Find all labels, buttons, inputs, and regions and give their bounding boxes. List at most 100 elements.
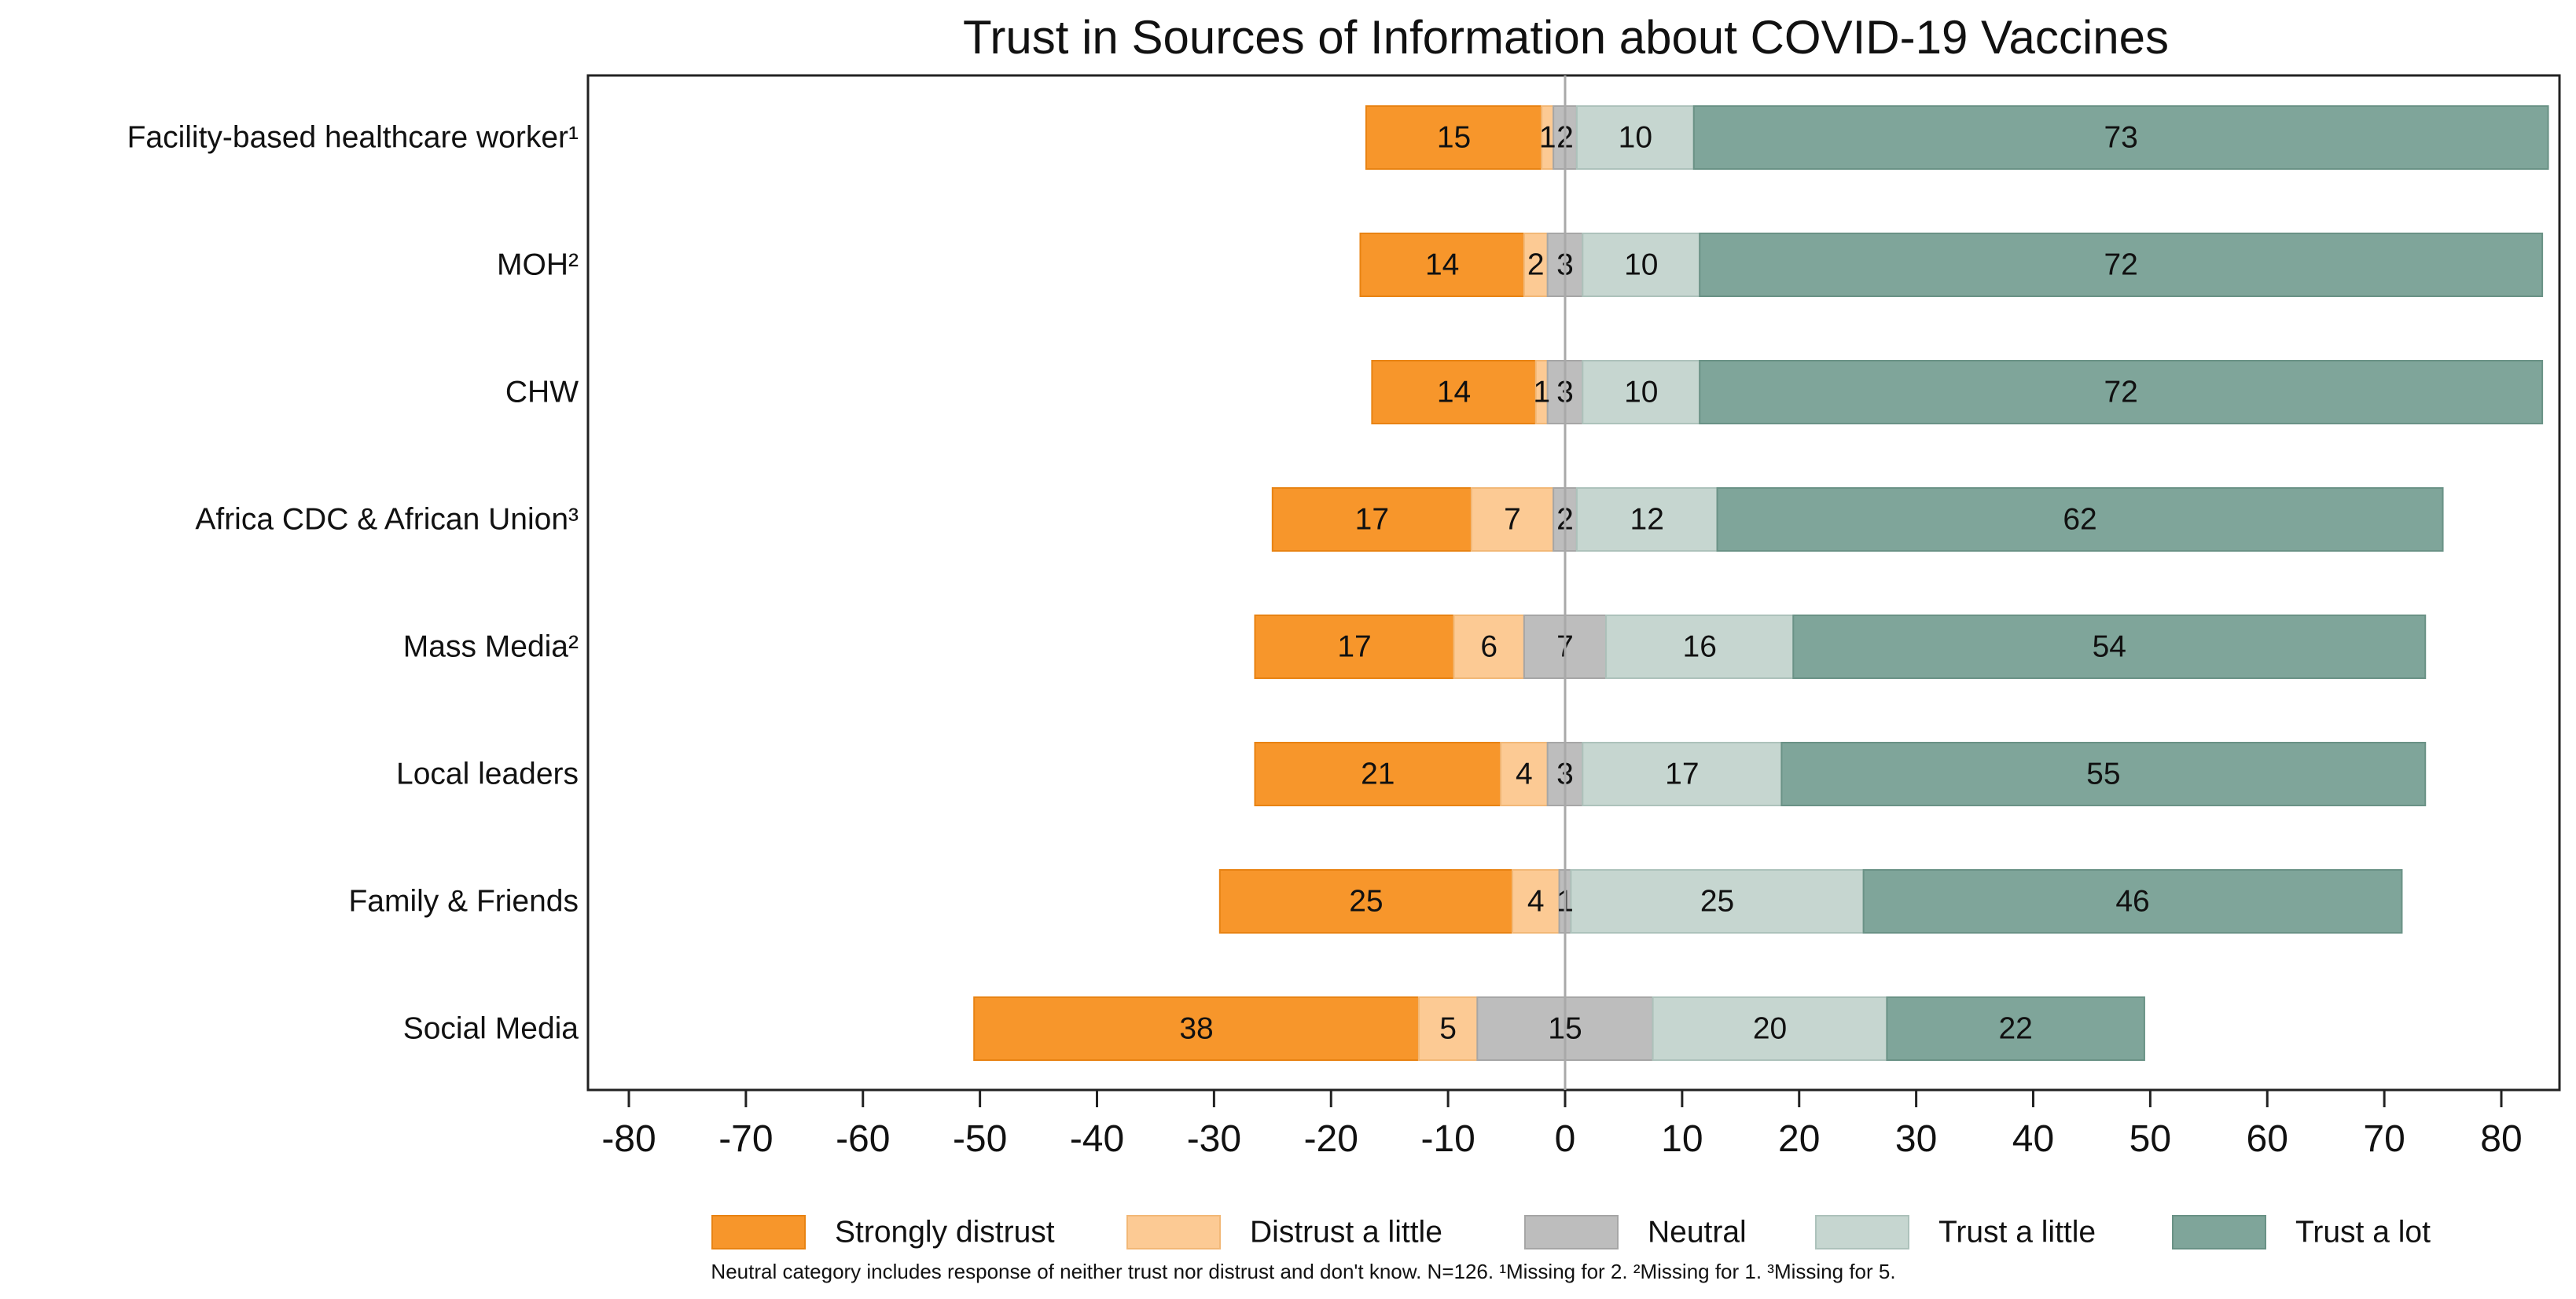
data-label-mass-media-strongly-distrust: 17 — [1337, 630, 1371, 664]
bar-chw-trust-a-little — [1582, 360, 1701, 424]
data-label-mass-media-distrust-a-little: 6 — [1480, 630, 1497, 664]
bar-social-media-distrust-a-little — [1417, 996, 1479, 1061]
category-label-chw: CHW — [505, 376, 579, 409]
data-label-chw-trust-a-lot: 72 — [2104, 376, 2137, 409]
bar-mass-media-strongly-distrust — [1254, 615, 1455, 679]
bar-social-media-strongly-distrust — [973, 996, 1420, 1061]
bar-chw-strongly-distrust — [1371, 360, 1537, 424]
legend-swatch-distrust-a-little — [1126, 1215, 1221, 1249]
data-label-africa-cdc-african-union-trust-a-lot: 62 — [2063, 503, 2096, 537]
data-label-social-media-distrust-a-little: 5 — [1439, 1012, 1457, 1046]
bar-chw-trust-a-lot — [1699, 360, 2544, 424]
category-label-social-media: Social Media — [403, 1012, 579, 1046]
bar-africa-cdc-african-union-trust-a-lot — [1716, 487, 2444, 552]
data-label-social-media-trust-a-lot: 22 — [1998, 1012, 2032, 1046]
legend-label-trust-a-little: Trust a little — [1938, 1216, 2096, 1249]
x-tick-label-70: 70 — [2363, 1118, 2405, 1160]
category-label-africa-cdc-african-union: Africa CDC & African Union³ — [195, 503, 579, 537]
category-label-facility-based-healthcare-worker: Facility-based healthcare worker¹ — [127, 121, 579, 155]
data-label-facility-based-healthcare-worker-distrust-a-little: 1 — [1539, 121, 1556, 155]
bar-moh-distrust-a-little — [1523, 233, 1549, 297]
x-tick-label-70: -70 — [718, 1118, 773, 1160]
bar-facility-based-healthcare-worker-trust-a-little — [1575, 105, 1695, 170]
bar-local-leaders-trust-a-lot — [1780, 742, 2427, 806]
data-label-family-friends-distrust-a-little: 4 — [1527, 885, 1545, 919]
x-tick-label-10: -10 — [1420, 1118, 1475, 1160]
data-label-social-media-trust-a-little: 20 — [1753, 1012, 1787, 1046]
bar-social-media-trust-a-lot — [1886, 996, 2145, 1061]
x-tick-label-30: -30 — [1187, 1118, 1241, 1160]
bar-mass-media-trust-a-little — [1605, 615, 1795, 679]
bar-mass-media-trust-a-lot — [1792, 615, 2427, 679]
bar-moh-trust-a-little — [1582, 233, 1701, 297]
bar-social-media-trust-a-little — [1652, 996, 1888, 1061]
category-labels: Facility-based healthcare worker¹ MOH² CHW… — [127, 121, 579, 1046]
bar-local-leaders-strongly-distrust — [1254, 742, 1502, 806]
data-label-family-friends-trust-a-lot: 46 — [2115, 885, 2149, 919]
data-label-moh-trust-a-little: 10 — [1624, 248, 1658, 282]
legend-label-trust-a-lot: Trust a lot — [2295, 1216, 2431, 1249]
legend-swatch-trust-a-lot — [2172, 1215, 2266, 1249]
bar-africa-cdc-african-union-trust-a-little — [1575, 487, 1718, 552]
bar-family-friends-trust-a-little — [1570, 869, 1865, 934]
data-label-africa-cdc-african-union-strongly-distrust: 17 — [1355, 503, 1389, 537]
bar-local-leaders-distrust-a-little — [1500, 742, 1549, 806]
data-label-mass-media-trust-a-lot: 54 — [2093, 630, 2126, 664]
data-label-chw-strongly-distrust: 14 — [1437, 376, 1471, 409]
category-label-family-friends: Family & Friends — [348, 885, 579, 919]
chart-footnote: Neutral category includes response of ne… — [711, 1260, 1895, 1283]
legend-swatch-trust-a-little — [1815, 1215, 1909, 1249]
x-tick-label-80: 80 — [2480, 1118, 2522, 1160]
x-tick-label-30: 30 — [1895, 1118, 1937, 1160]
data-label-facility-based-healthcare-worker-trust-a-lot: 73 — [2104, 121, 2137, 155]
x-tick-label-80: -80 — [601, 1118, 656, 1160]
bar-africa-cdc-african-union-distrust-a-little — [1470, 487, 1555, 552]
legend-swatch-strongly-distrust — [711, 1215, 806, 1249]
data-label-family-friends-trust-a-little: 25 — [1700, 885, 1734, 919]
legend-label-strongly-distrust: Strongly distrust — [835, 1216, 1055, 1249]
x-tick-label-20: 20 — [1778, 1118, 1820, 1160]
data-label-mass-media-trust-a-little: 16 — [1683, 630, 1717, 664]
data-label-local-leaders-strongly-distrust: 21 — [1361, 758, 1395, 791]
data-label-moh-strongly-distrust: 14 — [1425, 248, 1459, 282]
x-tick-label-20: -20 — [1304, 1118, 1358, 1160]
data-label-facility-based-healthcare-worker-trust-a-little: 10 — [1619, 121, 1652, 155]
legend-label-neutral: Neutral — [1648, 1216, 1747, 1249]
category-label-moh: MOH² — [497, 248, 579, 282]
data-label-family-friends-strongly-distrust: 25 — [1349, 885, 1383, 919]
bar-family-friends-trust-a-lot — [1862, 869, 2403, 934]
data-label-social-media-strongly-distrust: 38 — [1179, 1012, 1213, 1046]
category-label-local-leaders: Local leaders — [396, 758, 579, 791]
data-label-africa-cdc-african-union-distrust-a-little: 7 — [1504, 503, 1521, 537]
data-label-moh-trust-a-lot: 72 — [2104, 248, 2137, 282]
bar-family-friends-distrust-a-little — [1512, 869, 1560, 934]
x-tick-label-50: 50 — [2130, 1118, 2171, 1160]
category-label-mass-media: Mass Media² — [403, 630, 579, 664]
x-tick-label-60: -60 — [836, 1118, 890, 1160]
chart-title: Trust in Sources of Information about CO… — [963, 11, 2169, 64]
x-tick-label-40: -40 — [1070, 1118, 1124, 1160]
x-tick-label-60: 60 — [2247, 1118, 2288, 1160]
plot-frame — [586, 74, 2561, 1092]
data-label-facility-based-healthcare-worker-strongly-distrust: 15 — [1437, 121, 1471, 155]
x-tick-label-10: 10 — [1661, 1118, 1703, 1160]
bar-mass-media-distrust-a-little — [1453, 615, 1525, 679]
x-tick-label-50: -50 — [953, 1118, 1007, 1160]
legend-swatch-neutral — [1524, 1215, 1619, 1249]
data-label-chw-trust-a-little: 10 — [1624, 376, 1658, 409]
data-label-local-leaders-distrust-a-little: 4 — [1516, 758, 1533, 791]
bars-layer: 1512107314231072141310721772126217671654… — [973, 105, 2549, 1061]
bar-africa-cdc-african-union-strongly-distrust — [1271, 487, 1472, 552]
legend: Strongly distrust Distrust a little Neutra… — [711, 1215, 2431, 1249]
bar-moh-trust-a-lot — [1699, 233, 2544, 297]
data-label-local-leaders-trust-a-lot: 55 — [2086, 758, 2120, 791]
legend-label-distrust-a-little: Distrust a little — [1250, 1216, 1442, 1249]
bar-facility-based-healthcare-worker-trust-a-lot — [1692, 105, 2549, 170]
bar-moh-strongly-distrust — [1359, 233, 1525, 297]
x-axis: -80 -70 -60 -50 -40 -30 -20 -10 0 10 20 30 40 50 60 70 8… — [601, 1090, 2523, 1160]
bar-facility-based-healthcare-worker-strongly-distrust — [1365, 105, 1543, 170]
data-label-moh-distrust-a-little: 2 — [1527, 248, 1545, 282]
x-tick-label-40: 40 — [2012, 1118, 2054, 1160]
data-label-africa-cdc-african-union-trust-a-little: 12 — [1630, 503, 1664, 537]
